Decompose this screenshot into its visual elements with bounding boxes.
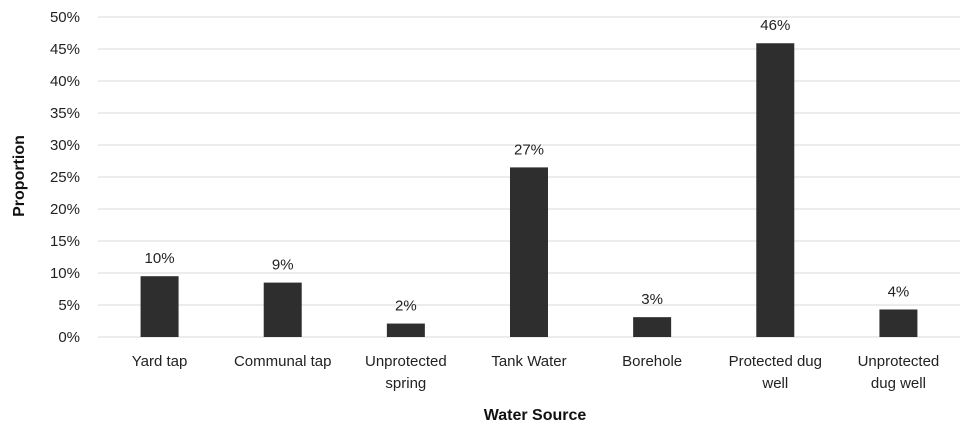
x-category-label: Communal tap: [234, 353, 332, 370]
x-category-label: Tank Water: [491, 353, 566, 370]
x-category-label: Unprotected spring: [365, 353, 447, 392]
data-label: 4%: [888, 283, 910, 300]
y-tick-label: 45%: [50, 41, 80, 58]
y-axis-ticks: 0% 5% 10% 15% 20% 25% 30% 35% 40% 45% 50%: [50, 9, 80, 346]
y-tick-label: 35%: [50, 105, 80, 122]
x-axis-title: Water Source: [484, 407, 587, 424]
y-tick-label: 15%: [50, 233, 80, 250]
data-label: 3%: [641, 291, 663, 308]
y-tick-label: 30%: [50, 137, 80, 154]
data-labels: 10% 9% 2% 27% 3% 46% 4%: [145, 17, 910, 314]
y-tick-label: 20%: [50, 201, 80, 218]
y-tick-label: 10%: [50, 265, 80, 282]
x-category-label: Borehole: [622, 353, 682, 370]
bar: [879, 309, 918, 337]
y-tick-label: 0%: [58, 329, 80, 346]
bar: [510, 167, 548, 337]
x-category-label: Unprotected dug well: [858, 353, 940, 392]
data-label: 10%: [145, 250, 175, 267]
data-label: 9%: [272, 257, 294, 274]
y-tick-label: 25%: [50, 169, 80, 186]
bar: [263, 282, 302, 337]
bars: [140, 43, 918, 338]
bar: [140, 276, 179, 337]
y-axis-title: Proportion: [11, 135, 28, 217]
bar: [386, 323, 425, 337]
y-tick-label: 50%: [50, 9, 80, 26]
x-category-label: Yard tap: [132, 353, 188, 370]
x-category-label: Protected dug well: [729, 353, 822, 392]
data-label: 2%: [395, 298, 417, 315]
bar: [633, 317, 672, 337]
bar: [756, 43, 795, 338]
x-axis-categories: Yard tap Communal tap Unprotected spring Tan…: [132, 353, 940, 392]
y-tick-label: 5%: [58, 297, 80, 314]
y-tick-label: 40%: [50, 73, 80, 90]
data-label: 27%: [514, 141, 544, 158]
data-label: 46%: [760, 17, 790, 34]
